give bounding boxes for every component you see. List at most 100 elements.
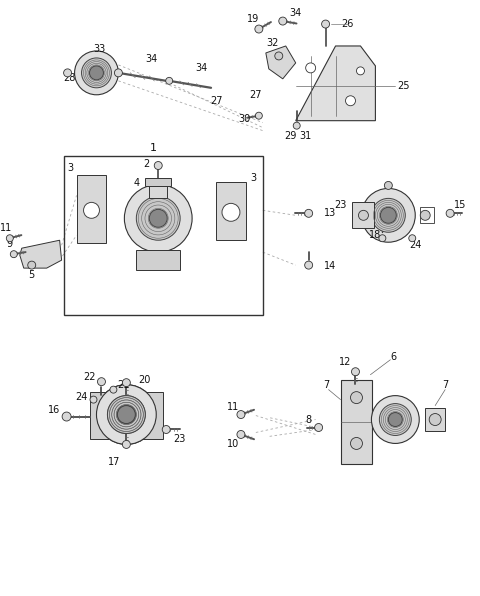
Text: 7: 7	[324, 380, 330, 390]
Bar	[425, 408, 445, 432]
Text: 20: 20	[138, 375, 151, 384]
Text: 10: 10	[227, 439, 239, 449]
Polygon shape	[266, 46, 296, 79]
Circle shape	[350, 392, 362, 403]
Circle shape	[420, 210, 430, 221]
Circle shape	[166, 77, 173, 84]
Circle shape	[314, 424, 323, 432]
Polygon shape	[20, 240, 61, 268]
Circle shape	[122, 378, 131, 387]
Bar	[420, 207, 434, 224]
Circle shape	[409, 235, 416, 242]
Circle shape	[64, 69, 72, 77]
Circle shape	[237, 411, 245, 418]
Circle shape	[361, 188, 415, 242]
Circle shape	[108, 396, 145, 433]
Text: 28: 28	[63, 73, 76, 83]
Bar	[145, 178, 171, 187]
Text: 12: 12	[339, 357, 352, 367]
Circle shape	[118, 406, 135, 424]
Circle shape	[237, 430, 245, 439]
Bar	[216, 182, 246, 240]
Bar	[64, 156, 263, 315]
Circle shape	[346, 96, 356, 105]
Circle shape	[89, 66, 104, 80]
Text: 2: 2	[143, 159, 149, 169]
Text: 19: 19	[247, 14, 259, 24]
Text: 25: 25	[397, 81, 409, 91]
Circle shape	[255, 112, 263, 119]
Bar	[352, 203, 374, 228]
Circle shape	[275, 52, 283, 60]
Text: 14: 14	[324, 261, 336, 271]
Circle shape	[305, 261, 312, 269]
Circle shape	[350, 437, 362, 449]
Bar	[136, 250, 180, 270]
Circle shape	[90, 396, 97, 403]
Circle shape	[122, 440, 131, 448]
Circle shape	[114, 69, 122, 77]
Circle shape	[110, 386, 117, 393]
Circle shape	[154, 162, 162, 169]
Circle shape	[62, 412, 71, 421]
Text: 31: 31	[300, 131, 312, 141]
Text: 16: 16	[48, 405, 60, 415]
Circle shape	[322, 20, 330, 28]
Circle shape	[279, 17, 287, 25]
Text: 4: 4	[133, 178, 139, 188]
Text: 18: 18	[369, 230, 382, 240]
Text: 1: 1	[150, 142, 157, 153]
Circle shape	[357, 67, 364, 75]
Circle shape	[124, 184, 192, 252]
Circle shape	[255, 25, 263, 33]
Text: 13: 13	[324, 209, 336, 218]
Circle shape	[84, 203, 99, 218]
Circle shape	[306, 63, 316, 73]
Text: 34: 34	[195, 63, 207, 73]
Text: 29: 29	[285, 131, 297, 141]
Text: 5: 5	[29, 270, 35, 280]
Circle shape	[222, 203, 240, 221]
Polygon shape	[296, 46, 375, 120]
Text: 9: 9	[7, 239, 13, 249]
Bar	[340, 380, 372, 464]
Text: 27: 27	[250, 90, 262, 100]
Text: 34: 34	[145, 54, 157, 64]
Text: 34: 34	[289, 8, 302, 18]
Text: 6: 6	[390, 352, 396, 362]
Circle shape	[97, 378, 106, 386]
Circle shape	[384, 181, 392, 190]
Circle shape	[379, 403, 411, 436]
Circle shape	[379, 235, 386, 242]
Bar	[149, 187, 167, 198]
Text: 17: 17	[108, 457, 120, 467]
Circle shape	[136, 197, 180, 240]
Text: 7: 7	[442, 380, 448, 390]
Text: 3: 3	[68, 163, 73, 173]
Circle shape	[372, 396, 419, 443]
Circle shape	[28, 261, 36, 269]
Circle shape	[388, 412, 402, 427]
Text: 8: 8	[306, 415, 312, 424]
Circle shape	[351, 368, 360, 375]
Circle shape	[149, 209, 167, 227]
Circle shape	[359, 210, 369, 221]
Bar	[89, 392, 163, 439]
Circle shape	[6, 235, 13, 242]
Circle shape	[10, 251, 17, 257]
Circle shape	[96, 384, 156, 445]
Text: 24: 24	[409, 240, 421, 250]
Text: 33: 33	[93, 44, 106, 54]
Text: 30: 30	[239, 114, 251, 124]
Circle shape	[372, 198, 405, 232]
Text: 11: 11	[227, 402, 239, 412]
Circle shape	[74, 51, 119, 95]
Circle shape	[293, 122, 300, 129]
Circle shape	[96, 384, 156, 445]
Circle shape	[108, 396, 145, 433]
Bar	[76, 175, 107, 243]
Circle shape	[162, 426, 170, 433]
Text: 24: 24	[75, 392, 88, 402]
Circle shape	[429, 414, 441, 426]
Text: 26: 26	[341, 19, 354, 29]
